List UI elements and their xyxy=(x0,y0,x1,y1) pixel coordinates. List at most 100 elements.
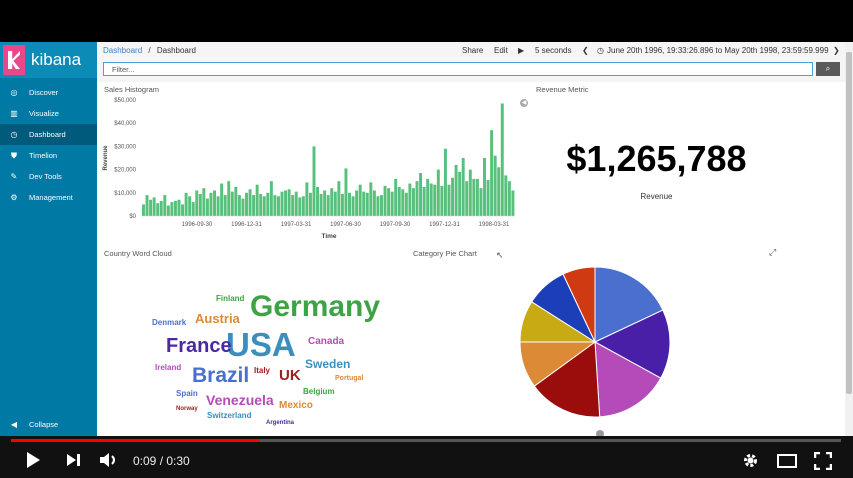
histogram-bar[interactable] xyxy=(373,190,376,216)
histogram-bar[interactable] xyxy=(309,193,312,216)
histogram-bar[interactable] xyxy=(259,194,262,216)
histogram-bar[interactable] xyxy=(387,188,390,216)
play-icon[interactable] xyxy=(25,451,41,469)
histogram-bar[interactable] xyxy=(313,146,316,216)
histogram-bar[interactable] xyxy=(192,202,195,216)
histogram-bar[interactable] xyxy=(348,193,351,216)
time-forward-icon[interactable]: ❯ xyxy=(833,46,840,55)
histogram-bar[interactable] xyxy=(202,188,205,216)
word-italy[interactable]: Italy xyxy=(254,367,270,375)
histogram-bar[interactable] xyxy=(433,185,436,216)
histogram-bar[interactable] xyxy=(465,181,468,216)
video-progress-bar[interactable] xyxy=(11,439,841,442)
histogram-bar[interactable] xyxy=(355,190,358,216)
histogram-bar[interactable] xyxy=(178,200,181,216)
histogram-bar[interactable] xyxy=(344,168,347,216)
histogram-bar[interactable] xyxy=(376,196,379,216)
word-portugal[interactable]: Portugal xyxy=(335,375,363,382)
histogram-bar[interactable] xyxy=(419,173,422,216)
histogram-bar[interactable] xyxy=(426,179,429,216)
collapse-legend-icon[interactable]: ◀ xyxy=(520,99,528,107)
histogram-bar[interactable] xyxy=(217,196,220,216)
histogram-bar[interactable] xyxy=(220,184,223,216)
histogram-bar[interactable] xyxy=(195,190,198,216)
word-germany[interactable]: Germany xyxy=(250,292,380,322)
sidebar-item-discover[interactable]: ◎ Discover xyxy=(0,82,97,103)
histogram-bar[interactable] xyxy=(281,192,284,216)
word-venezuela[interactable]: Venezuela xyxy=(206,393,274,407)
histogram-bar[interactable] xyxy=(408,184,411,216)
histogram-bar[interactable] xyxy=(288,189,291,216)
scrollbar-thumb[interactable] xyxy=(846,52,852,394)
histogram-bar[interactable] xyxy=(394,179,397,216)
histogram-bar[interactable] xyxy=(295,192,298,216)
histogram-bar[interactable] xyxy=(302,196,305,216)
histogram-bar[interactable] xyxy=(369,182,372,216)
histogram-bar[interactable] xyxy=(234,187,237,216)
histogram-bar[interactable] xyxy=(462,158,465,216)
histogram-bar[interactable] xyxy=(174,201,177,216)
settings-gear-icon[interactable] xyxy=(742,452,759,469)
histogram-bar[interactable] xyxy=(160,201,163,216)
search-button[interactable]: ⌕ xyxy=(816,62,840,76)
time-range-picker[interactable]: June 20th 1996, 19:33:26.896 to May 20th… xyxy=(607,46,829,55)
histogram-bar[interactable] xyxy=(472,179,475,216)
histogram-bar[interactable] xyxy=(227,181,230,216)
sidebar-item-dashboard[interactable]: ◷ Dashboard xyxy=(0,124,97,145)
histogram-bar[interactable] xyxy=(273,195,276,216)
histogram-bar[interactable] xyxy=(323,190,326,216)
histogram-bar[interactable] xyxy=(170,202,173,216)
histogram-bar[interactable] xyxy=(238,195,241,216)
histogram-bar[interactable] xyxy=(334,192,337,216)
word-denmark[interactable]: Denmark xyxy=(152,319,186,327)
histogram-bar[interactable] xyxy=(142,204,145,216)
breadcrumb-root-link[interactable]: Dashboard xyxy=(103,46,142,55)
histogram-bar[interactable] xyxy=(405,193,408,216)
fullscreen-icon[interactable] xyxy=(814,452,832,470)
histogram-bar[interactable] xyxy=(380,195,383,216)
histogram-bar[interactable] xyxy=(440,186,443,216)
word-norway[interactable]: Norway xyxy=(176,406,198,412)
sidebar-item-timelion[interactable]: ⛊ Timelion xyxy=(0,145,97,166)
histogram-bar[interactable] xyxy=(487,180,490,216)
word-belgium[interactable]: Belgium xyxy=(303,388,335,396)
histogram-bar[interactable] xyxy=(366,193,369,216)
next-icon[interactable] xyxy=(66,453,82,467)
histogram-bar[interactable] xyxy=(341,194,344,216)
histogram-bar[interactable] xyxy=(391,192,394,216)
histogram-bar[interactable] xyxy=(469,170,472,216)
histogram-bar[interactable] xyxy=(249,189,252,216)
histogram-bar[interactable] xyxy=(330,188,333,216)
histogram-bar[interactable] xyxy=(352,196,355,216)
word-canada[interactable]: Canada xyxy=(308,337,344,347)
histogram-bar[interactable] xyxy=(163,195,166,216)
histogram-bar[interactable] xyxy=(497,167,500,216)
collapse-button[interactable]: ◀ Collapse xyxy=(0,416,58,432)
histogram-bar[interactable] xyxy=(305,182,308,216)
volume-icon[interactable] xyxy=(99,452,119,468)
histogram-bar[interactable] xyxy=(362,192,365,216)
histogram-bar[interactable] xyxy=(359,185,362,216)
word-mexico[interactable]: Mexico xyxy=(279,401,313,411)
histogram-bar[interactable] xyxy=(384,186,387,216)
sidebar-item-visualize[interactable]: ▥ Visualize xyxy=(0,103,97,124)
histogram-bar[interactable] xyxy=(476,179,479,216)
histogram-bar[interactable] xyxy=(483,158,486,216)
histogram-bar[interactable] xyxy=(504,175,507,216)
histogram-bar[interactable] xyxy=(291,195,294,216)
histogram-bar[interactable] xyxy=(316,187,319,216)
histogram-bar[interactable] xyxy=(270,181,273,216)
histogram-bar[interactable] xyxy=(181,204,184,216)
histogram-bar[interactable] xyxy=(153,197,156,216)
word-france[interactable]: France xyxy=(166,336,232,356)
word-brazil[interactable]: Brazil xyxy=(192,365,249,386)
page-scrollbar[interactable] xyxy=(845,42,853,436)
histogram-bar[interactable] xyxy=(501,103,504,216)
histogram-bar[interactable] xyxy=(451,178,454,216)
histogram-bar[interactable] xyxy=(423,187,426,216)
refresh-interval-button[interactable]: 5 seconds xyxy=(535,46,571,55)
histogram-bar[interactable] xyxy=(337,181,340,216)
histogram-bar[interactable] xyxy=(284,190,287,216)
histogram-bar[interactable] xyxy=(416,181,419,216)
histogram-bar[interactable] xyxy=(241,199,244,216)
